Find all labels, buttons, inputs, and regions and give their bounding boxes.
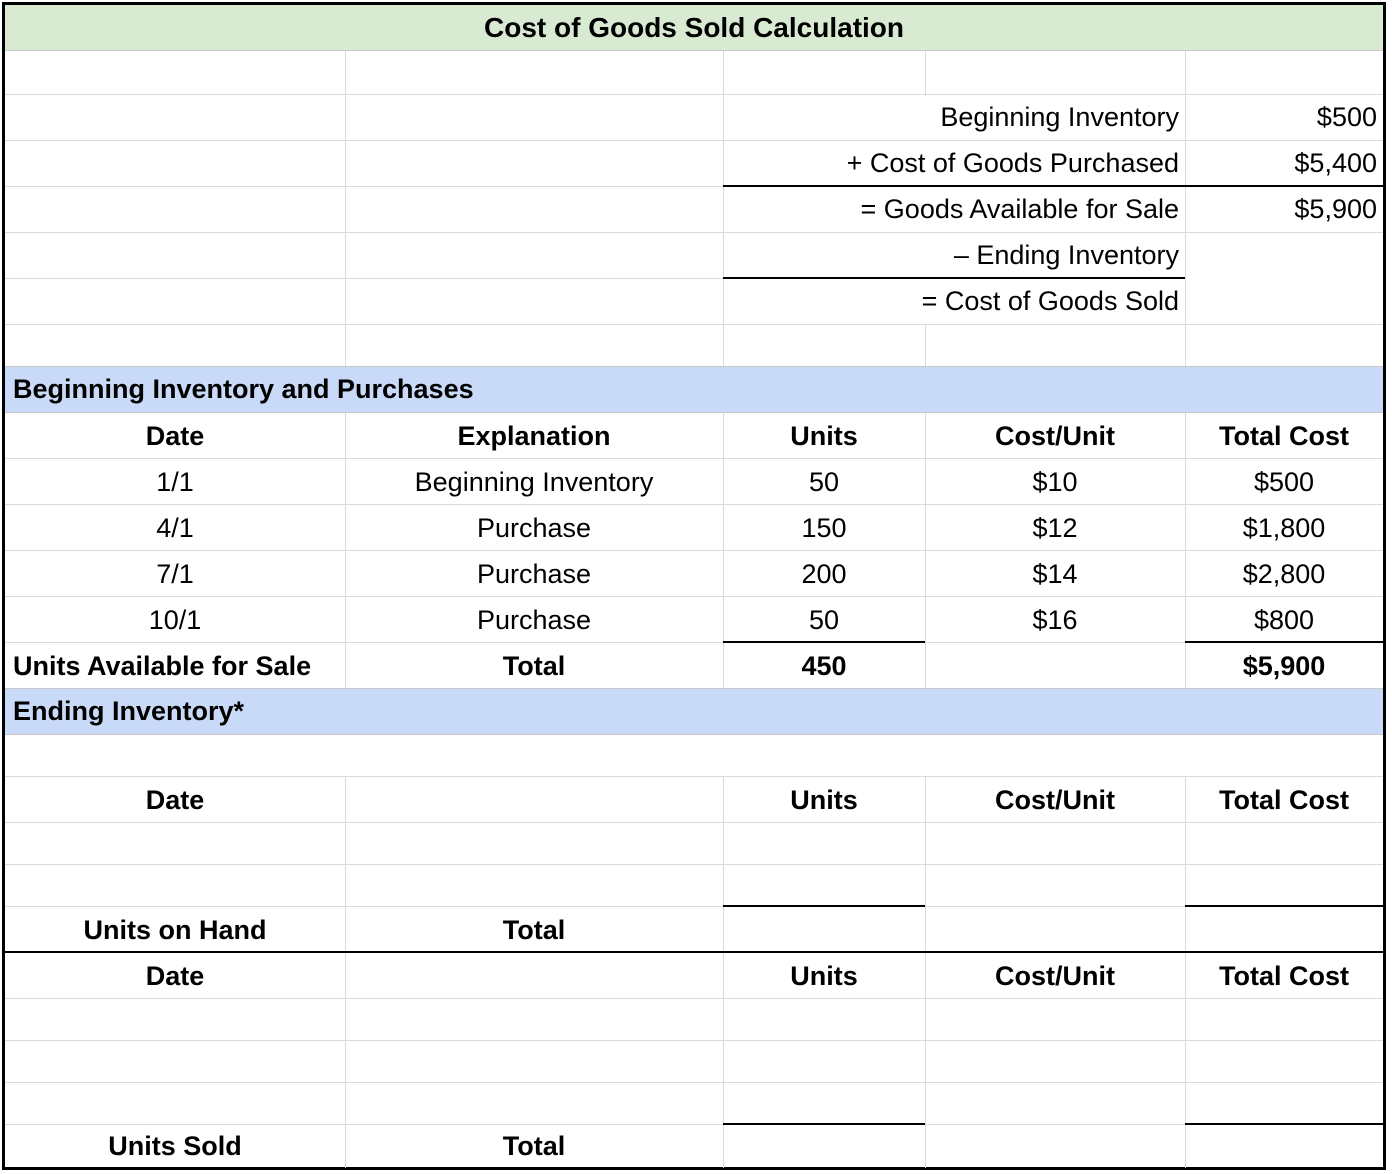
purchases-section-band: [5, 366, 1383, 413]
summary-label-ending-inventory[interactable]: – Ending Inventory: [953, 239, 1179, 270]
summary-label-beginning-inventory[interactable]: Beginning Inventory: [940, 101, 1179, 132]
grid-col-divider: [723, 51, 724, 366]
summary-value-ending-inventory[interactable]: [1185, 232, 1383, 278]
grid-col-divider: [345, 51, 346, 366]
ending-section-title[interactable]: Ending Inventory*: [13, 695, 245, 726]
units-sold-label[interactable]: Units Sold: [108, 1131, 242, 1161]
grid-row-divider: [5, 278, 723, 279]
purchases-header-units[interactable]: Units: [790, 420, 858, 451]
grid-col-divider: [925, 777, 926, 1168]
block1-header-cost-unit[interactable]: Cost/Unit: [995, 784, 1115, 815]
block2-header-units[interactable]: Units: [790, 960, 858, 991]
block1-total-label[interactable]: Total: [502, 914, 566, 945]
block2-header-cost-unit[interactable]: Cost/Unit: [995, 960, 1115, 991]
table-row-units[interactable]: 50: [808, 604, 840, 635]
block2-header-total-cost[interactable]: Total Cost: [1219, 960, 1349, 991]
summary-value-beginning-inventory[interactable]: $500: [1316, 101, 1377, 132]
block-separator: [5, 951, 1383, 953]
summary-label-cost-of-goods-purchased[interactable]: + Cost of Goods Purchased: [846, 147, 1179, 178]
purchases-units-total-border: [723, 641, 925, 643]
grid-row-divider: [5, 776, 1383, 777]
grid-row-divider: [5, 998, 1383, 999]
table-row-units[interactable]: 150: [801, 512, 847, 543]
ending-section-band: [5, 688, 1383, 735]
grid-col-divider: [345, 777, 346, 1168]
table-row-date[interactable]: 1/1: [156, 466, 194, 497]
grid-row-divider: [5, 864, 1383, 865]
grid-row-divider: [5, 186, 723, 187]
table-row-explanation[interactable]: Purchase: [476, 604, 592, 635]
units-available-label[interactable]: Units Available for Sale: [13, 650, 312, 681]
table-row-cost-unit[interactable]: $12: [1032, 512, 1078, 543]
grid-row-divider: [5, 1040, 1383, 1041]
title-band: [5, 5, 1383, 51]
table-row-date[interactable]: 4/1: [156, 512, 194, 543]
block2-total-label[interactable]: Total: [502, 1131, 566, 1161]
block1-header-date[interactable]: Date: [145, 784, 205, 815]
grid-col-divider: [723, 777, 724, 1168]
purchases-section-title[interactable]: Beginning Inventory and Purchases: [13, 373, 474, 404]
table-row-cost-unit[interactable]: $14: [1032, 558, 1078, 589]
grid-row-divider: [5, 504, 1383, 505]
grid-row-divider: [5, 550, 1383, 551]
grid-row-divider: [5, 596, 1383, 597]
table-row-explanation[interactable]: Purchase: [476, 558, 592, 589]
block1-cost-total-border: [1185, 905, 1383, 907]
table-row-units[interactable]: 200: [801, 558, 847, 589]
grid-col-divider: [925, 324, 926, 366]
table-row-explanation[interactable]: Beginning Inventory: [414, 466, 654, 497]
table-row-cost-unit[interactable]: $16: [1032, 604, 1078, 635]
table-row-units[interactable]: 50: [808, 466, 840, 497]
summary-label-cost-of-goods-sold[interactable]: = Cost of Goods Sold: [921, 285, 1179, 316]
purchases-header-explanation[interactable]: Explanation: [457, 420, 611, 451]
summary-label-goods-available[interactable]: = Goods Available for Sale: [860, 193, 1179, 224]
purchases-total-label[interactable]: Total: [502, 650, 566, 681]
grid-row-divider: [5, 94, 1383, 95]
sheet-title[interactable]: Cost of Goods Sold Calculation: [484, 12, 904, 43]
purchases-total-cost[interactable]: $5,900: [1242, 650, 1326, 681]
table-row-date[interactable]: 7/1: [156, 558, 194, 589]
block1-header-total-cost[interactable]: Total Cost: [1219, 784, 1349, 815]
purchases-cost-total-border: [1185, 641, 1383, 643]
grid-col-divider: [1185, 777, 1186, 1168]
grid-row-divider: [5, 232, 1383, 233]
grid-row-divider: [5, 140, 1383, 141]
grid-row-divider: [5, 642, 1383, 643]
purchases-header-date[interactable]: Date: [145, 420, 205, 451]
grid-col-divider: [925, 51, 926, 96]
summary-subtotal-border: [723, 185, 1383, 187]
block2-units-total-border: [723, 1123, 925, 1125]
block1-header-units[interactable]: Units: [790, 784, 858, 815]
grid-row-divider: [5, 458, 1383, 459]
table-row-total-cost[interactable]: $800: [1253, 604, 1315, 635]
grid-row-divider: [5, 324, 1383, 325]
units-on-hand-label[interactable]: Units on Hand: [83, 914, 267, 945]
summary-value-cost-of-goods-sold[interactable]: [1185, 278, 1383, 324]
purchases-total-units[interactable]: 450: [801, 650, 847, 681]
purchases-header-cost-unit[interactable]: Cost/Unit: [995, 420, 1115, 451]
grid-row-divider: [5, 1124, 1383, 1125]
table-row-cost-unit[interactable]: $10: [1032, 466, 1078, 497]
block2-header-date[interactable]: Date: [145, 960, 205, 991]
grid-row-divider: [5, 1082, 1383, 1083]
grid-row-divider: [5, 906, 1383, 907]
block1-units-total-border: [723, 905, 925, 907]
purchases-header-total-cost[interactable]: Total Cost: [1219, 420, 1349, 451]
grid-row-divider: [5, 822, 1383, 823]
table-row-explanation[interactable]: Purchase: [476, 512, 592, 543]
table-row-total-cost[interactable]: $1,800: [1242, 512, 1326, 543]
block2-cost-total-border: [1185, 1123, 1383, 1125]
grid-col-divider: [1185, 51, 1186, 366]
table-row-total-cost[interactable]: $500: [1253, 466, 1315, 497]
table-row-date[interactable]: 10/1: [148, 604, 202, 635]
summary-total-border: [723, 277, 1185, 279]
table-row-total-cost[interactable]: $2,800: [1242, 558, 1326, 589]
summary-value-goods-available[interactable]: $5,900: [1294, 193, 1377, 224]
summary-value-cost-of-goods-purchased[interactable]: $5,400: [1294, 147, 1377, 178]
